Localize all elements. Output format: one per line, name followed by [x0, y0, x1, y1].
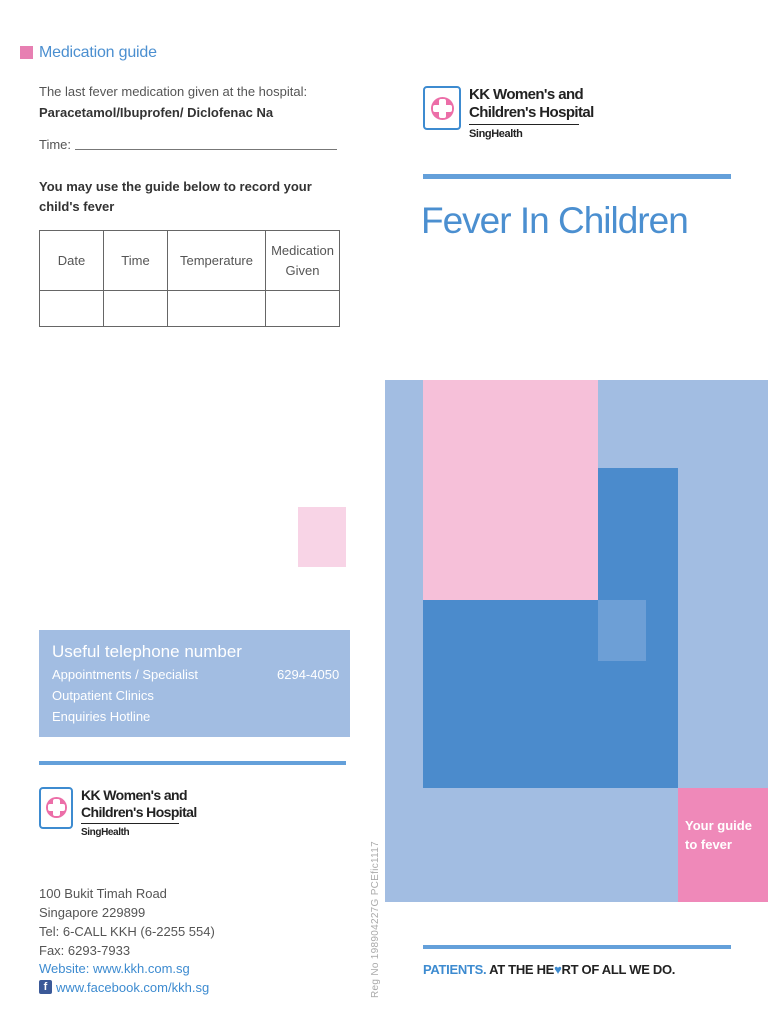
header-time: Time [103, 230, 168, 291]
kkh-cross-logo-icon [39, 787, 73, 829]
cover-artwork-pink-block [423, 380, 598, 600]
last-medication-label: The last fever medication given at the h… [39, 84, 308, 99]
logo-rule [81, 823, 179, 824]
tagline: PATIENTS. AT THE HE♥RT OF ALL WE DO. [423, 962, 675, 977]
logo-name-line1: KK Women's and [469, 86, 584, 103]
divider-line [39, 761, 346, 765]
heart-icon: ♥ [554, 962, 562, 977]
table-cell [39, 290, 104, 327]
table-cell [103, 290, 168, 327]
logo-singhealth: SingHealth [469, 128, 523, 140]
telephone-row-enquiries: Enquiries Hotline [52, 709, 151, 724]
page-title: Fever In Children [421, 200, 689, 241]
header-medication-given: Medication Given [265, 230, 340, 291]
tagline-divider-line [423, 945, 731, 949]
logo-name-line2: Children's Hospital [469, 104, 594, 121]
cover-artwork-blue-block [598, 468, 678, 600]
telephone-panel [39, 630, 350, 737]
header-date: Date [39, 230, 104, 291]
address-city: Singapore 229899 [39, 905, 146, 920]
record-guide-text: You may use the guide below to record yo… [39, 179, 312, 214]
telephone-number: 6294-4050 [277, 667, 340, 682]
telephone-row-appointments: Appointments / Specialist [52, 667, 198, 682]
address-tel: Tel: 6-CALL KKH (6-2255 554) [39, 924, 215, 939]
telephone-title: Useful telephone number [52, 642, 242, 661]
medication-names: Paracetamol/Ibuprofen/ Diclofenac Na [39, 105, 274, 120]
tagline-patients: PATIENTS. [423, 962, 487, 977]
cover-artwork-light-block [598, 600, 646, 661]
table-cell [265, 290, 340, 327]
hospital-logo-top: KK Women's and Children's Hospital SingH… [423, 86, 594, 140]
fever-record-table: Date Time Temperature Medication Given [39, 230, 340, 327]
header-temperature: Temperature [167, 230, 266, 291]
tagline-part2: RT OF ALL WE DO. [561, 962, 676, 977]
logo-name-line2: Children's Hospital [81, 804, 197, 820]
facebook-link[interactable]: www.facebook.com/kkh.sg [56, 980, 210, 995]
logo-rule [469, 124, 579, 125]
time-write-line [75, 149, 337, 150]
tagline-part1: AT THE HE [489, 962, 555, 977]
guide-label-box [678, 788, 768, 902]
website-link[interactable]: Website: www.kkh.com.sg [39, 961, 190, 976]
address-street: 100 Bukit Timah Road [39, 886, 167, 901]
table-cell [167, 290, 266, 327]
logo-name-line1: KK Women's and [81, 787, 188, 803]
facebook-icon[interactable]: f [39, 980, 52, 994]
title-divider-line [423, 174, 731, 179]
address-fax: Fax: 6293-7933 [39, 943, 131, 958]
medication-guide-title: Medication guide [39, 44, 157, 61]
section-marker [20, 46, 33, 59]
kkh-cross-logo-icon [423, 86, 461, 130]
time-label: Time: [39, 137, 72, 152]
decorative-pink-square [298, 507, 346, 567]
registration-number: Reg No 198904227G PCEfic1117 [370, 840, 381, 998]
hospital-logo-bottom: KK Women's and Children's Hospital SingH… [39, 787, 197, 838]
table-row [39, 290, 340, 327]
telephone-row-outpatient: Outpatient Clinics [52, 688, 154, 703]
guide-label: Your guide to fever [685, 818, 752, 852]
logo-singhealth: SingHealth [81, 827, 130, 838]
